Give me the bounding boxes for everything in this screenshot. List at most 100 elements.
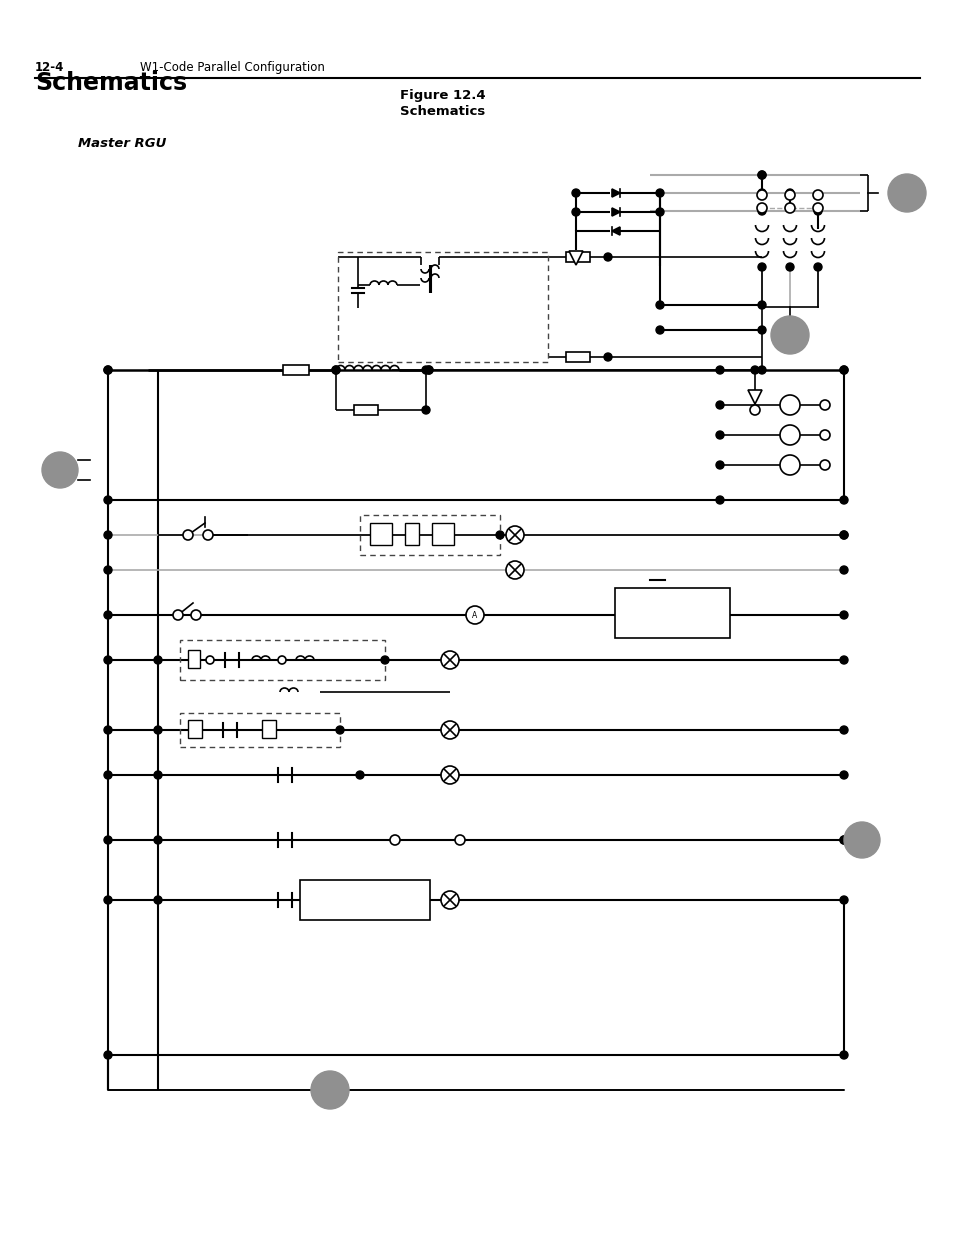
Circle shape [603, 353, 612, 361]
Circle shape [758, 170, 765, 179]
Circle shape [172, 610, 183, 620]
Circle shape [812, 190, 822, 200]
Circle shape [840, 726, 847, 734]
Circle shape [390, 835, 399, 845]
Bar [565, 252, 589, 262]
Circle shape [104, 836, 112, 844]
Circle shape [206, 656, 213, 664]
Text: Schematics: Schematics [399, 105, 485, 119]
Polygon shape [568, 251, 582, 266]
Circle shape [104, 656, 112, 664]
Circle shape [758, 170, 765, 179]
Circle shape [750, 366, 759, 374]
Circle shape [153, 897, 162, 904]
Circle shape [840, 836, 847, 844]
Circle shape [785, 263, 793, 270]
Circle shape [104, 366, 112, 374]
Circle shape [749, 405, 760, 415]
Circle shape [572, 189, 579, 198]
Circle shape [820, 400, 829, 410]
Circle shape [42, 452, 78, 488]
Circle shape [840, 611, 847, 619]
Bar [283, 366, 309, 375]
Circle shape [104, 1051, 112, 1058]
Circle shape [421, 406, 430, 414]
Circle shape [656, 207, 663, 216]
Circle shape [780, 395, 800, 415]
Polygon shape [612, 207, 619, 216]
Circle shape [332, 366, 339, 374]
Circle shape [840, 531, 847, 538]
Circle shape [758, 301, 765, 309]
Circle shape [104, 566, 112, 574]
Circle shape [603, 253, 612, 261]
Circle shape [780, 454, 800, 475]
Circle shape [656, 301, 663, 309]
Text: Master RGU: Master RGU [78, 137, 166, 149]
Polygon shape [612, 189, 619, 198]
Circle shape [840, 897, 847, 904]
Circle shape [505, 526, 523, 543]
Text: Figure 12.4: Figure 12.4 [399, 89, 485, 103]
Bar [405, 522, 418, 545]
Circle shape [785, 189, 793, 198]
Circle shape [716, 431, 723, 438]
Circle shape [813, 207, 821, 215]
Circle shape [840, 656, 847, 664]
Circle shape [716, 496, 723, 504]
Circle shape [716, 401, 723, 409]
Circle shape [104, 531, 112, 538]
Bar [188, 720, 202, 739]
Circle shape [820, 430, 829, 440]
Circle shape [104, 771, 112, 779]
Circle shape [813, 263, 821, 270]
Circle shape [203, 530, 213, 540]
Circle shape [812, 203, 822, 212]
Circle shape [424, 366, 433, 374]
Circle shape [335, 726, 344, 734]
Bar [615, 588, 729, 638]
Circle shape [424, 366, 433, 374]
Circle shape [380, 656, 389, 664]
Circle shape [332, 366, 339, 374]
Bar [432, 522, 454, 545]
Circle shape [191, 610, 201, 620]
Circle shape [277, 656, 286, 664]
Circle shape [104, 496, 112, 504]
Circle shape [153, 836, 162, 844]
Circle shape [421, 366, 430, 374]
Circle shape [440, 766, 458, 784]
Circle shape [440, 651, 458, 669]
Circle shape [758, 263, 765, 270]
Circle shape [104, 726, 112, 734]
Circle shape [840, 531, 847, 538]
Circle shape [840, 366, 847, 374]
Circle shape [840, 566, 847, 574]
Circle shape [153, 771, 162, 779]
Circle shape [440, 721, 458, 739]
Circle shape [840, 771, 847, 779]
Circle shape [758, 366, 765, 374]
Circle shape [183, 530, 193, 540]
Circle shape [758, 326, 765, 333]
Circle shape [757, 203, 766, 212]
Circle shape [758, 207, 765, 215]
Bar [565, 352, 589, 362]
Bar [262, 720, 275, 739]
Bar [299, 881, 430, 920]
Circle shape [784, 190, 794, 200]
Circle shape [496, 531, 503, 538]
Bar [180, 640, 385, 680]
Circle shape [656, 189, 663, 198]
Circle shape [455, 835, 464, 845]
Circle shape [784, 203, 794, 212]
Circle shape [843, 823, 879, 858]
Bar [370, 522, 392, 545]
Circle shape [758, 189, 765, 198]
Circle shape [153, 726, 162, 734]
Circle shape [153, 656, 162, 664]
Circle shape [104, 366, 112, 374]
Circle shape [716, 366, 723, 374]
Circle shape [440, 890, 458, 909]
Circle shape [780, 425, 800, 445]
